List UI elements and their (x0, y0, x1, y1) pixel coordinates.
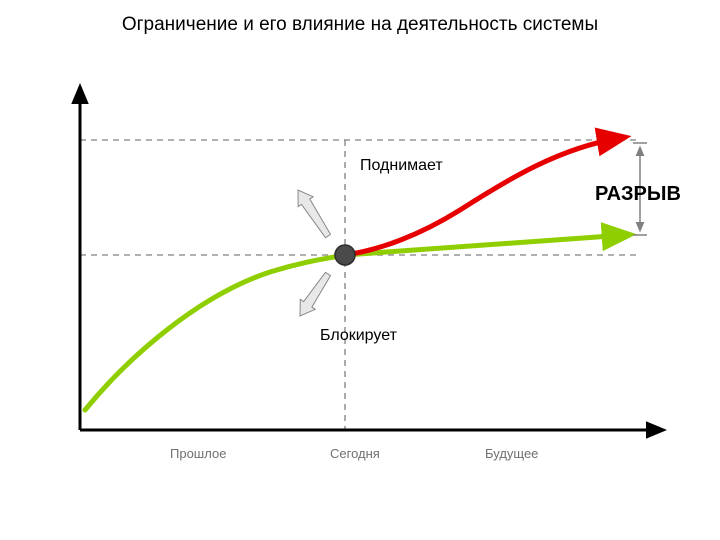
gap-label: РАЗРЫВ (595, 183, 680, 205)
x-label-today: Сегодня (330, 446, 380, 461)
block-label: Блокирует (320, 327, 398, 344)
x-label-past: Прошлое (170, 446, 226, 461)
x-label-future: Будущее (485, 446, 538, 461)
constraint-diagram: Поднимает Блокирует РАЗРЫВ Прошлое Сегодня Бу… (40, 80, 680, 480)
page-title: Ограничение и его влияние на деятельност… (0, 14, 720, 36)
page: Ограничение и его влияние на деятельност… (0, 0, 720, 540)
today-point (335, 245, 355, 265)
raise-label: Поднимает (360, 157, 443, 174)
